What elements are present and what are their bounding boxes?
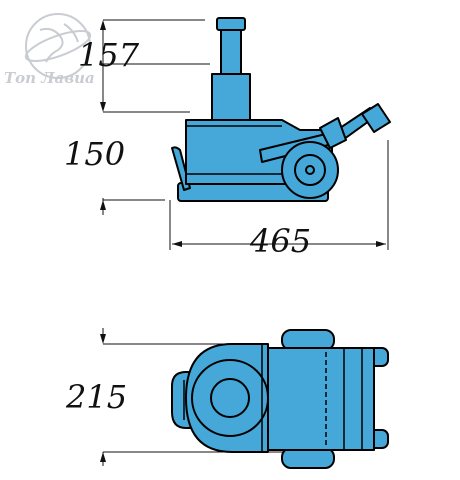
dimension-lift-height: 157 — [78, 36, 140, 74]
dimension-length: 465 — [249, 222, 311, 260]
side-dimension-lines — [102, 19, 389, 250]
side-dimension-arrows — [100, 20, 386, 247]
saddle-cap — [216, 17, 246, 31]
jack-side-view — [171, 17, 391, 202]
dimension-width: 215 — [65, 378, 127, 416]
top-dimension-arrows — [100, 334, 106, 462]
cylinder-stage-1 — [220, 27, 242, 75]
logo-text: Топ Лавиа — [4, 69, 95, 87]
cylinder-stage-2 — [211, 73, 251, 121]
jack-top-view — [171, 329, 389, 469]
dimension-min-height: 150 — [64, 135, 125, 173]
rear-frame — [257, 347, 375, 451]
logo: Топ Лавиа — [4, 13, 95, 87]
cylinder-inner — [210, 378, 250, 418]
globe-icon — [24, 13, 92, 79]
handle-socket — [361, 103, 391, 133]
